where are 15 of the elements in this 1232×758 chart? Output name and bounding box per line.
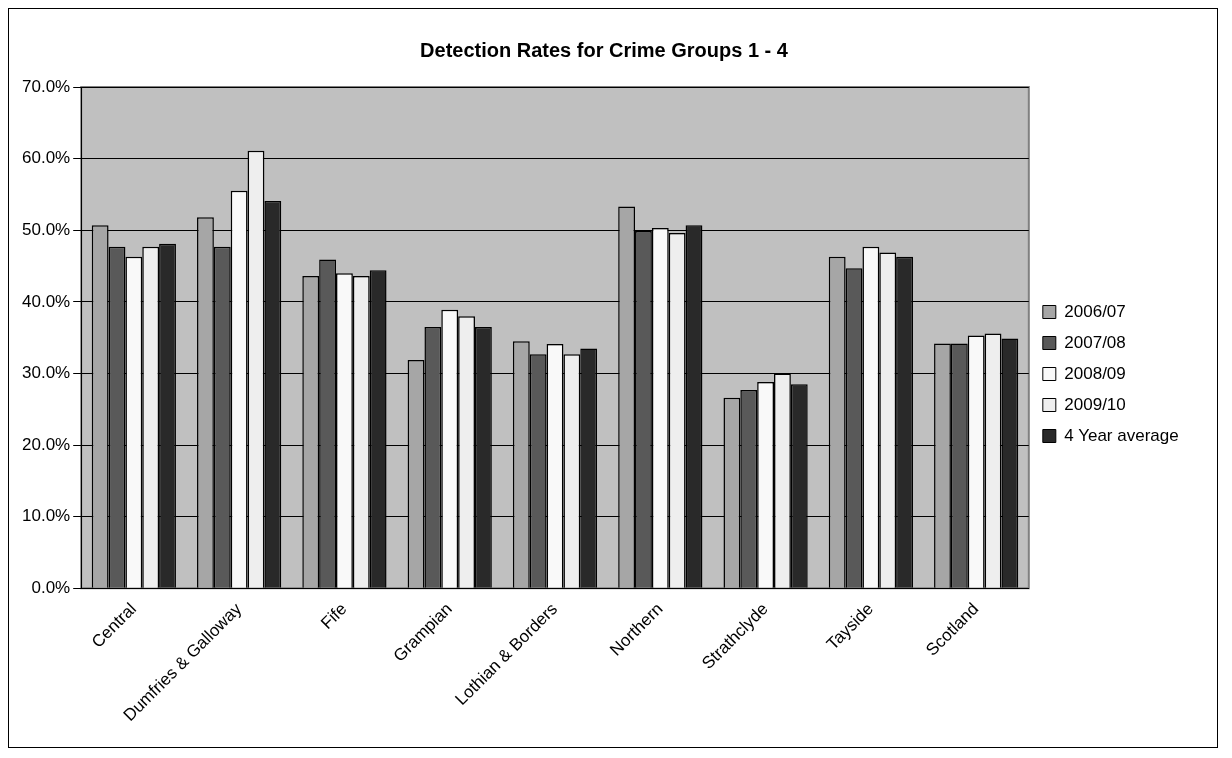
y-tick-label: 60.0% [22,148,71,168]
chart-title: Detection Rates for Crime Groups 1 - 4 [420,38,789,61]
y-tick-label: 30.0% [22,363,71,383]
legend-label: 2009/10 [1064,394,1126,414]
y-tick-label: 0.0% [31,578,71,598]
y-tick-label: 50.0% [22,219,71,239]
legend-label: 2008/09 [1064,363,1126,383]
y-tick-label: 20.0% [22,434,71,454]
x-tick-label: Fife [317,599,351,633]
y-tick-label: 40.0% [22,291,71,311]
legend-label: 2006/07 [1064,301,1126,321]
y-tick-label: 10.0% [22,506,71,526]
legend-label: 2007/08 [1064,332,1126,352]
y-tick-label: 70.0% [22,76,71,96]
legend-label: 4 Year average [1064,425,1179,445]
